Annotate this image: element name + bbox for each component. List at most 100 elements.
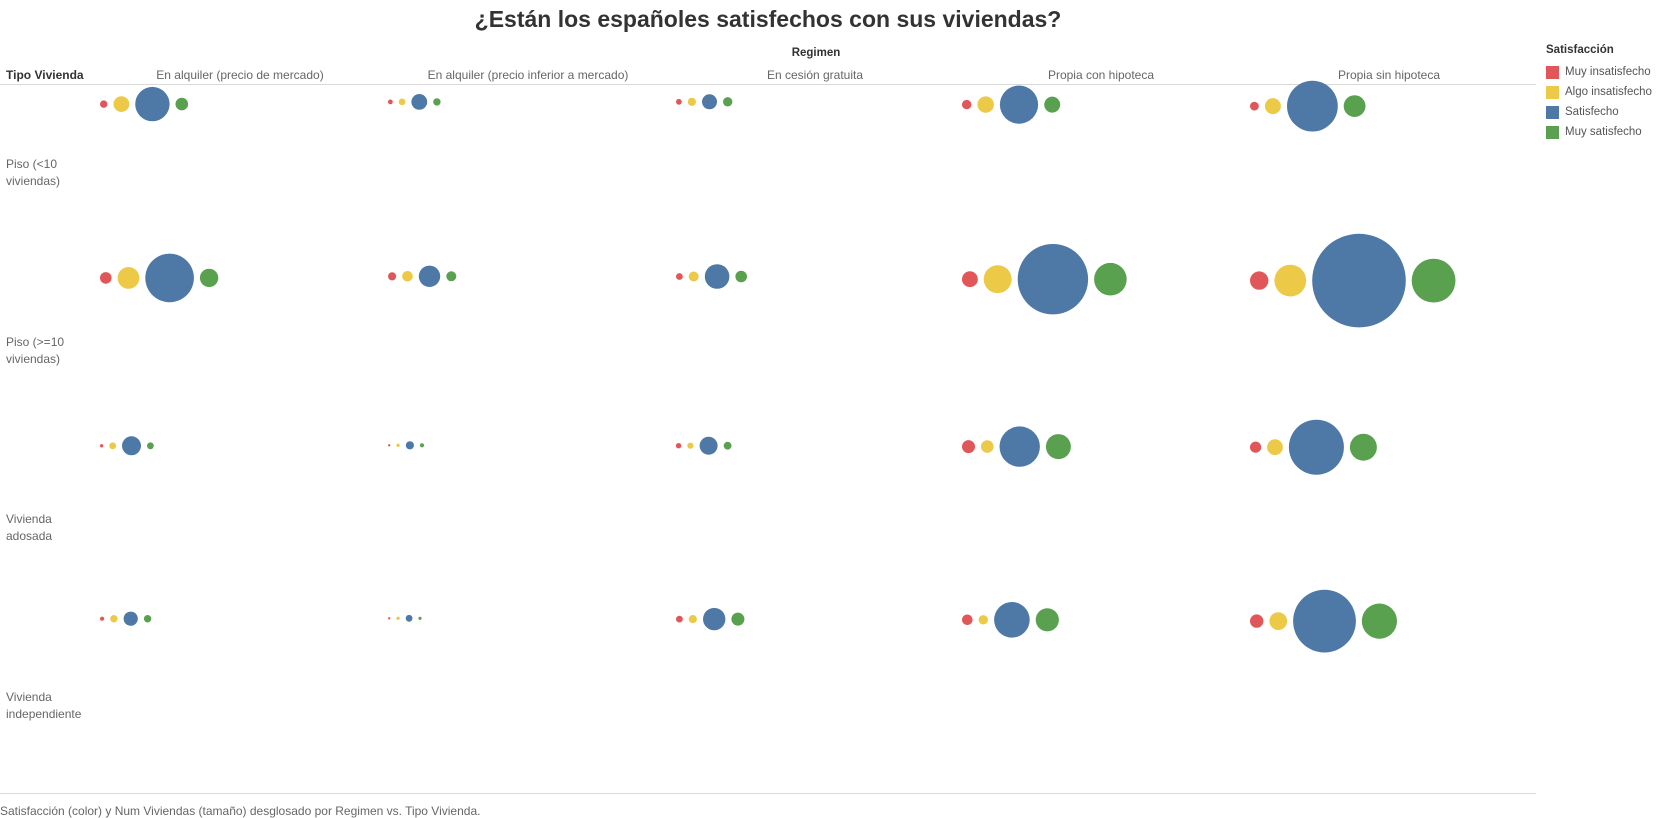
- bubble-muy-satisfecho[interactable]: [419, 443, 425, 448]
- bubble-algo-insatisfecho[interactable]: [113, 96, 130, 112]
- bubble-muy-insatisfecho[interactable]: [675, 443, 682, 449]
- bubble-muy-satisfecho[interactable]: [735, 270, 747, 283]
- bubble-muy-insatisfecho[interactable]: [676, 98, 682, 105]
- legend-item[interactable]: Muy satisfecho: [1546, 122, 1674, 142]
- bubble-algo-insatisfecho[interactable]: [983, 265, 1012, 294]
- bubble-satisfecho[interactable]: [411, 94, 428, 110]
- bubble-algo-insatisfecho[interactable]: [1264, 98, 1281, 115]
- bubble-muy-satisfecho[interactable]: [731, 612, 745, 626]
- bubble-muy-insatisfecho[interactable]: [962, 440, 975, 454]
- bubble-algo-insatisfecho[interactable]: [687, 97, 697, 106]
- bubble-muy-satisfecho[interactable]: [147, 442, 154, 450]
- bubble-muy-satisfecho[interactable]: [175, 97, 189, 111]
- bubble-muy-satisfecho[interactable]: [1094, 262, 1127, 296]
- row-header: Piso (>=10 viviendas): [6, 335, 65, 366]
- bubble-satisfecho[interactable]: [1017, 244, 1089, 315]
- row-header: Piso (<10 viviendas): [6, 157, 61, 188]
- bubble-algo-insatisfecho[interactable]: [977, 96, 994, 113]
- bubble-satisfecho[interactable]: [1293, 589, 1356, 653]
- bubble-muy-satisfecho[interactable]: [723, 441, 732, 450]
- chart-caption: Satisfacción (color) y Num Viviendas (ta…: [0, 804, 481, 818]
- bubble-satisfecho[interactable]: [135, 86, 170, 122]
- bubble-muy-satisfecho[interactable]: [199, 268, 219, 288]
- bubble-satisfecho[interactable]: [703, 607, 726, 631]
- bubble-algo-insatisfecho[interactable]: [1267, 439, 1283, 456]
- bubble-muy-insatisfecho[interactable]: [962, 614, 973, 626]
- bubble-algo-insatisfecho[interactable]: [109, 442, 117, 450]
- bubble-muy-insatisfecho[interactable]: [388, 617, 391, 620]
- bubble-algo-insatisfecho[interactable]: [688, 271, 699, 282]
- bubble-muy-insatisfecho[interactable]: [388, 444, 391, 447]
- bubble-muy-satisfecho[interactable]: [1343, 95, 1366, 117]
- bubble-muy-insatisfecho[interactable]: [962, 271, 978, 288]
- bubble-satisfecho[interactable]: [418, 265, 441, 287]
- bubble-muy-satisfecho[interactable]: [1045, 434, 1071, 460]
- bubble-satisfecho[interactable]: [994, 602, 1030, 638]
- column-header: Propia sin hipoteca: [1337, 68, 1441, 82]
- bubble-muy-satisfecho[interactable]: [1349, 433, 1377, 461]
- bubble-muy-satisfecho[interactable]: [723, 97, 733, 107]
- bubble-muy-insatisfecho[interactable]: [1250, 101, 1259, 111]
- bubble-muy-satisfecho[interactable]: [418, 616, 422, 620]
- bubble-muy-satisfecho[interactable]: [1044, 96, 1061, 113]
- legend-item[interactable]: Satisfecho: [1546, 102, 1674, 122]
- column-header: En cesión gratuita: [766, 68, 864, 82]
- bubble-algo-insatisfecho[interactable]: [687, 442, 694, 449]
- bubble-muy-insatisfecho[interactable]: [962, 99, 972, 110]
- bubble-algo-insatisfecho[interactable]: [981, 440, 994, 453]
- bubble-satisfecho[interactable]: [999, 85, 1039, 124]
- legend-swatch: [1546, 125, 1559, 139]
- bubble-satisfecho[interactable]: [122, 436, 141, 456]
- bubble-algo-insatisfecho[interactable]: [398, 98, 406, 106]
- bubble-muy-insatisfecho[interactable]: [100, 616, 105, 621]
- header-divider: [0, 84, 1536, 85]
- bubble-algo-insatisfecho[interactable]: [110, 615, 118, 623]
- bubble-satisfecho[interactable]: [405, 441, 414, 450]
- bubble-muy-insatisfecho[interactable]: [1250, 271, 1269, 290]
- bubble-muy-insatisfecho[interactable]: [100, 272, 112, 284]
- bubble-muy-satisfecho[interactable]: [433, 98, 441, 106]
- legend-swatch: [1546, 105, 1559, 119]
- bubble-satisfecho[interactable]: [699, 436, 718, 455]
- bubble-satisfecho[interactable]: [123, 611, 138, 626]
- legend-swatch: [1546, 85, 1559, 99]
- bubble-algo-insatisfecho[interactable]: [402, 271, 413, 282]
- legend-label: Satisfecho: [1565, 106, 1619, 118]
- bubble-muy-satisfecho[interactable]: [1035, 608, 1059, 632]
- bubble-muy-insatisfecho[interactable]: [676, 273, 683, 280]
- legend-label: Algo insatisfecho: [1565, 86, 1652, 98]
- bubble-satisfecho[interactable]: [702, 94, 717, 110]
- bubble-algo-insatisfecho[interactable]: [1269, 612, 1288, 630]
- bubble-algo-insatisfecho[interactable]: [117, 267, 140, 289]
- bubble-satisfecho[interactable]: [1312, 233, 1406, 328]
- bubble-muy-satisfecho[interactable]: [1411, 258, 1456, 303]
- bubble-muy-satisfecho[interactable]: [446, 271, 457, 282]
- legend: Satisfacción Muy insatisfecho Algo insat…: [1546, 44, 1674, 142]
- bubble-muy-insatisfecho[interactable]: [388, 99, 393, 105]
- bubble-satisfecho[interactable]: [145, 253, 194, 303]
- footer-divider: [0, 793, 1536, 794]
- bubble-muy-insatisfecho[interactable]: [100, 444, 104, 448]
- bubble-algo-insatisfecho[interactable]: [1274, 264, 1307, 297]
- bubble-muy-insatisfecho[interactable]: [676, 615, 683, 623]
- bubble-satisfecho[interactable]: [1288, 419, 1344, 475]
- bubble-satisfecho[interactable]: [1287, 80, 1338, 132]
- column-header: En alquiler (precio de mercado): [156, 68, 324, 82]
- bubble-muy-insatisfecho[interactable]: [1250, 441, 1262, 453]
- bubble-algo-insatisfecho[interactable]: [688, 615, 697, 624]
- bubble-satisfecho[interactable]: [999, 426, 1040, 467]
- legend-title: Satisfacción: [1546, 44, 1614, 56]
- legend-item[interactable]: Algo insatisfecho: [1546, 82, 1674, 102]
- bubble-muy-insatisfecho[interactable]: [100, 100, 108, 108]
- bubble-algo-insatisfecho[interactable]: [396, 443, 400, 447]
- legend-item[interactable]: Muy insatisfecho: [1546, 62, 1674, 82]
- bubble-algo-insatisfecho[interactable]: [978, 615, 988, 625]
- row-header: Vivienda adosada: [6, 512, 53, 543]
- bubble-muy-satisfecho[interactable]: [143, 615, 152, 623]
- bubble-muy-insatisfecho[interactable]: [1250, 614, 1264, 628]
- bubble-satisfecho[interactable]: [405, 614, 413, 622]
- bubble-satisfecho[interactable]: [704, 264, 730, 289]
- bubble-muy-satisfecho[interactable]: [1361, 603, 1397, 639]
- bubble-muy-insatisfecho[interactable]: [388, 272, 397, 281]
- bubble-algo-insatisfecho[interactable]: [396, 616, 400, 620]
